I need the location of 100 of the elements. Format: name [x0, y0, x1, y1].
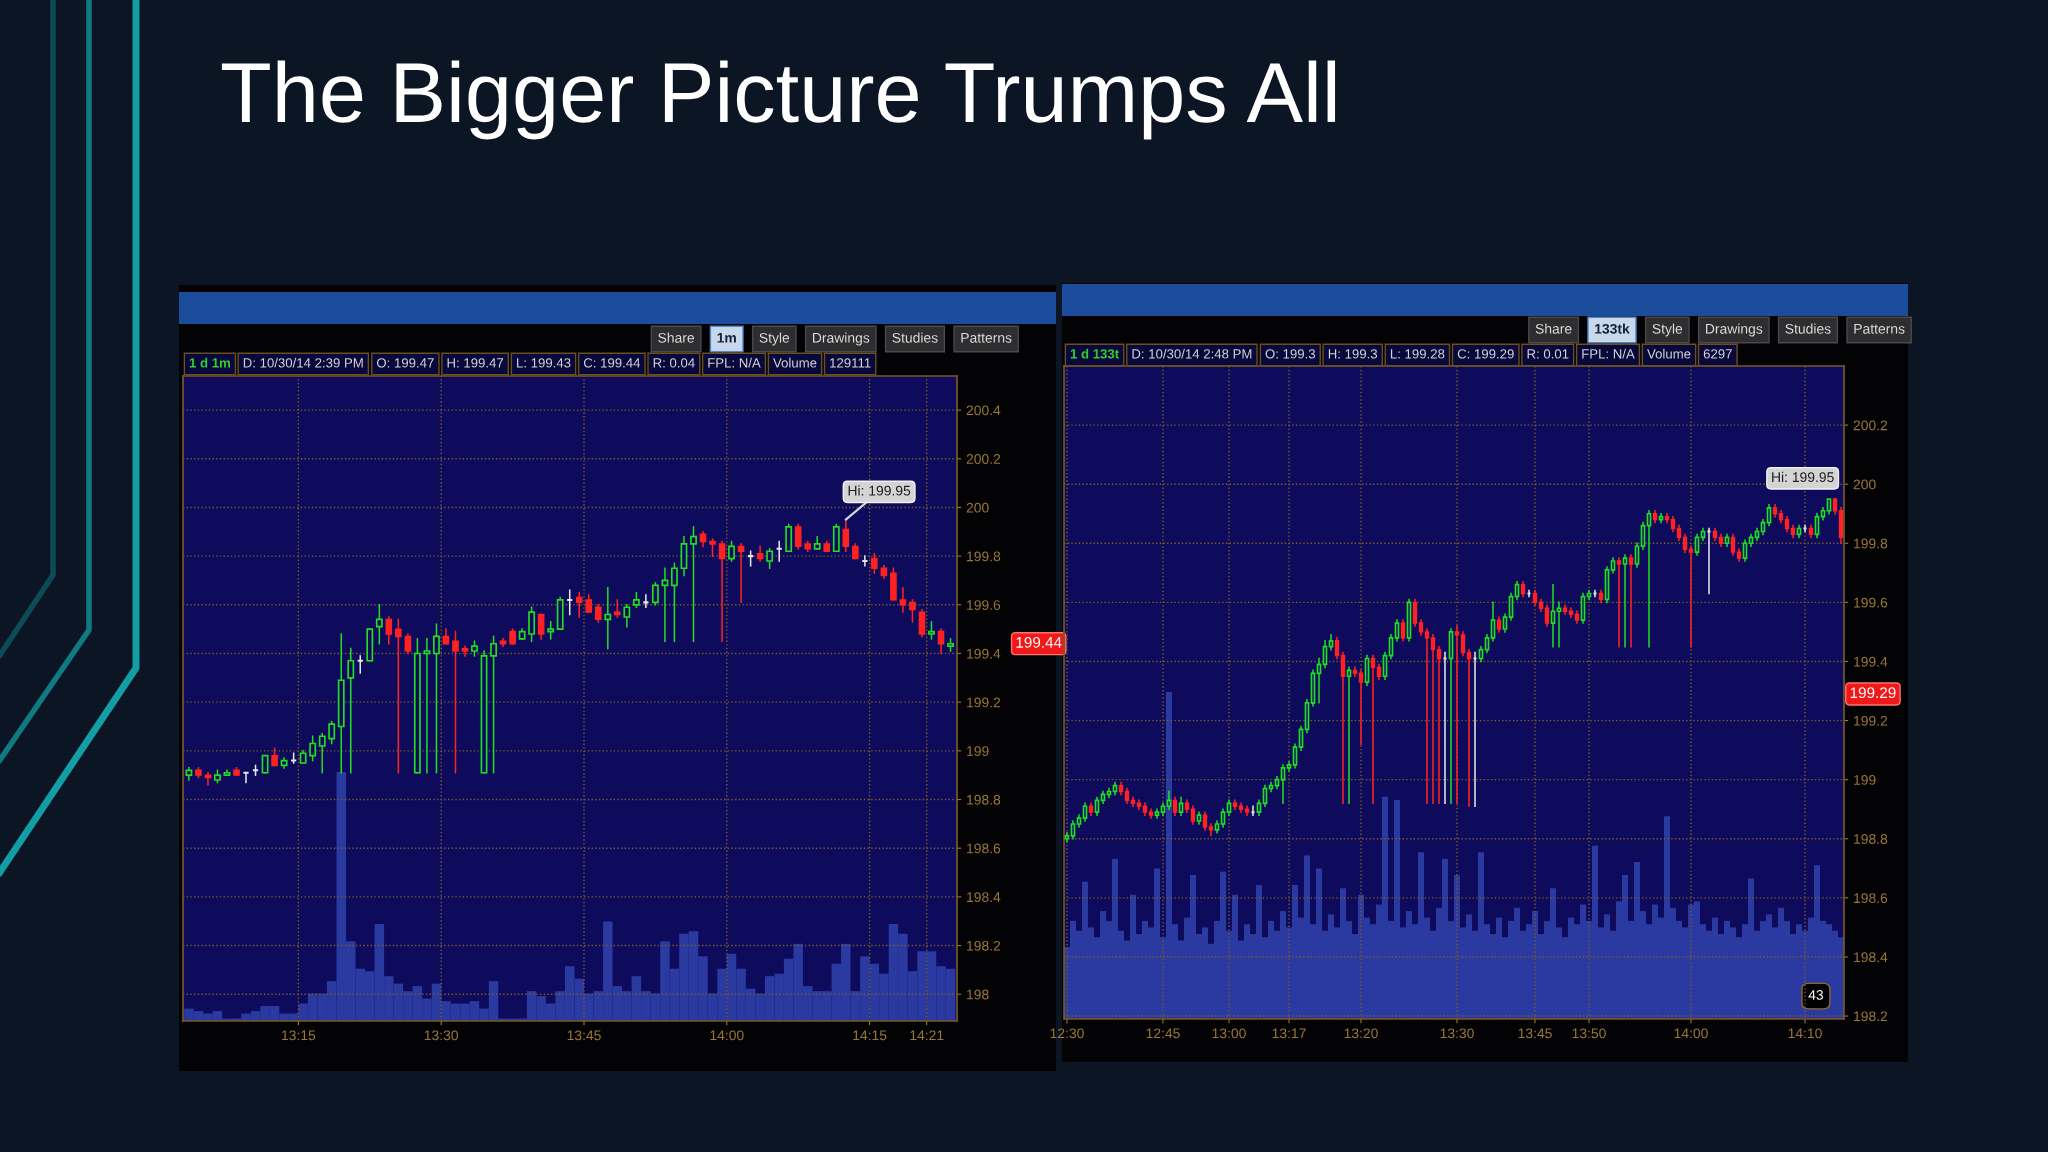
candlestick	[528, 606, 536, 643]
text: Style	[1652, 323, 1683, 337]
y-tick-label: 199	[967, 746, 989, 756]
text: Style	[759, 332, 790, 346]
candlestick	[375, 604, 383, 645]
text: 199.29	[1850, 687, 1896, 699]
candlestick	[452, 630, 459, 774]
y-tick-label: 199.2	[967, 697, 1001, 708]
candlestick	[661, 567, 669, 643]
y-tick-label: 200	[1853, 479, 1876, 490]
x-tick-label: 14:15	[853, 1030, 887, 1041]
x-tick-label: 13:30	[424, 1030, 459, 1041]
y-tick-label: 199.6	[967, 600, 1001, 610]
candlestick	[347, 647, 355, 774]
y-tick-label: 198.8	[1854, 834, 1888, 844]
candlestick	[328, 720, 336, 745]
candlestick	[1400, 619, 1406, 642]
candlestick	[1616, 557, 1622, 648]
y-tick-label: 199.4	[967, 648, 1001, 659]
y-tick-label: 198	[967, 989, 989, 1000]
y-tick-label: 198.4	[1854, 952, 1888, 963]
text: 1 d 1m	[189, 357, 230, 368]
x-tick-label: 13:17	[1272, 1028, 1306, 1039]
candlestick	[718, 540, 726, 643]
text: Patterns	[1854, 324, 1905, 334]
y-tick-label: 199.4	[1854, 656, 1888, 667]
text: Patterns	[961, 333, 1012, 343]
y-tick-label: 198.6	[1854, 893, 1888, 904]
candlestick	[1454, 625, 1460, 805]
y-tick-label: 199.6	[1854, 597, 1888, 608]
y-tick-label: 198.4	[967, 892, 1001, 903]
y-tick-label: 199.8	[1854, 538, 1888, 549]
candlestick	[623, 604, 631, 628]
candlestick	[1340, 651, 1346, 805]
text: Volume	[1647, 348, 1691, 359]
candlestick	[670, 562, 678, 643]
text: Share	[1535, 323, 1572, 334]
x-tick-label: 14:10	[1788, 1028, 1822, 1039]
text: D: 10/30/14 2:48 PM	[1132, 348, 1252, 359]
y-tick-label: 200.4	[966, 405, 1001, 416]
text: FPL: N/A	[1582, 348, 1635, 359]
candlestick	[1208, 823, 1214, 837]
candlestick	[490, 635, 498, 774]
text: Drawings	[1706, 323, 1763, 337]
y-tick-label: 200.2	[1853, 420, 1888, 431]
text: H: 199.3	[1328, 349, 1378, 359]
text: 129111	[830, 358, 871, 368]
text: D: 10/30/14 2:39 PM	[243, 357, 363, 368]
candlestick	[756, 545, 764, 562]
candlestick	[461, 645, 469, 657]
y-tick-label: 198.8	[967, 794, 1001, 805]
text: O: 199.47	[377, 358, 434, 368]
candlestick	[918, 608, 926, 638]
text: Share	[658, 332, 695, 343]
candlestick	[1490, 601, 1496, 642]
candlestick	[871, 552, 878, 574]
candlestick	[1460, 631, 1466, 657]
text: L: 199.28	[1390, 349, 1445, 359]
x-tick-label: 13:30	[1440, 1028, 1474, 1039]
candlestick	[1334, 637, 1340, 660]
text: 1m	[717, 333, 736, 343]
text: C: 199.29	[1457, 349, 1514, 359]
y-tick-label: 199	[1854, 775, 1876, 785]
candlestick	[1556, 601, 1562, 648]
x-tick-label: 13:20	[1344, 1028, 1378, 1039]
candlestick	[842, 518, 850, 553]
text: 1 d 133t	[1070, 348, 1119, 359]
x-tick-label: 13:15	[282, 1030, 316, 1041]
candlestick	[1244, 805, 1250, 816]
text: R: 0.04	[653, 358, 695, 368]
x-tick-label: 14:21	[910, 1030, 944, 1041]
candlestick	[1424, 628, 1430, 805]
x-tick-label: 14:00	[1674, 1028, 1708, 1039]
candlestick	[1622, 554, 1628, 648]
candlestick	[690, 526, 697, 643]
candlestick	[204, 771, 212, 786]
text: Studies	[892, 332, 938, 343]
annotation: Hi: 199.95	[848, 485, 911, 496]
candlestick	[433, 623, 440, 774]
x-tick-label: 13:45	[567, 1030, 601, 1041]
candlestick	[1688, 545, 1694, 648]
y-tick-label: 200	[966, 502, 989, 513]
candlestick	[1436, 645, 1442, 805]
x-tick-label: 13:45	[1518, 1028, 1552, 1039]
candlestick	[1466, 648, 1472, 808]
candlestick	[1634, 542, 1640, 568]
y-tick-label: 198.6	[967, 843, 1001, 854]
candlestick	[909, 599, 916, 623]
candlestick	[1628, 554, 1634, 648]
candlestick	[404, 633, 412, 655]
candlestick	[899, 586, 907, 613]
candlestick	[537, 613, 545, 640]
text: H: 199.47	[447, 358, 504, 368]
y-tick-label: 199.8	[967, 551, 1001, 562]
text: 133tk	[1595, 323, 1630, 334]
candlestick	[1550, 583, 1556, 648]
y-tick-label: 200.2	[966, 454, 1001, 464]
candlestick	[1292, 743, 1298, 769]
text: FPL: N/A	[708, 357, 761, 368]
candlestick	[794, 523, 802, 550]
